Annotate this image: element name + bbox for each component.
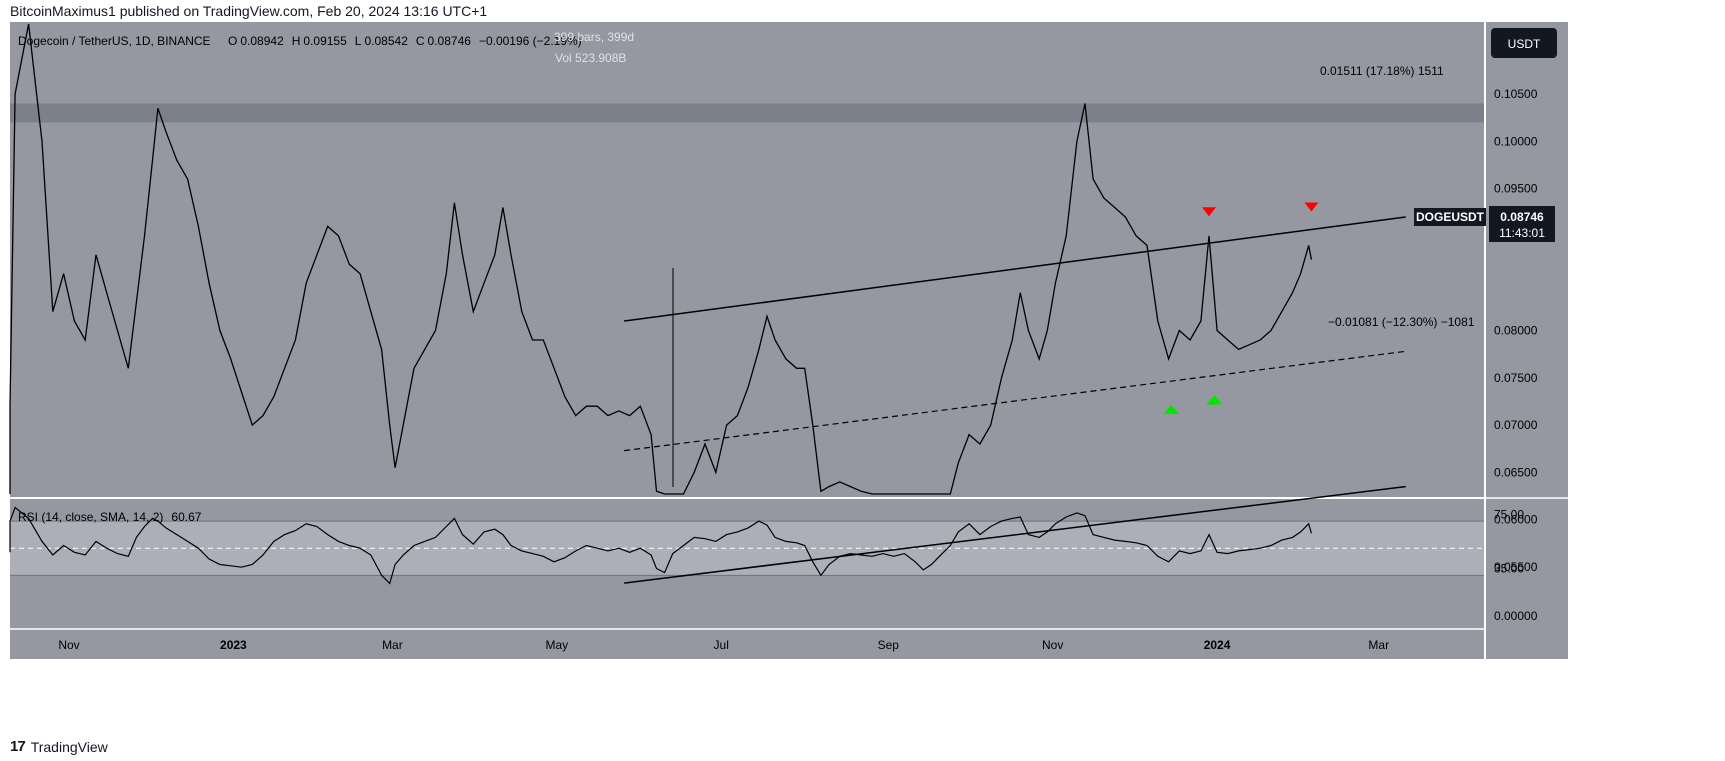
channel-middle-line[interactable] xyxy=(624,350,1406,452)
volume-info: Vol 523.908B xyxy=(555,51,626,65)
currency-button-label: USDT xyxy=(1508,37,1541,51)
time-tick-label-5: Jul xyxy=(714,638,729,652)
channel-lower-line[interactable] xyxy=(624,485,1406,584)
price-series-line xyxy=(9,23,1313,495)
price-tick-label-3: 0.09500 xyxy=(1494,182,1538,196)
price-tick-label-5: 0.08000 xyxy=(1494,324,1538,338)
time-tick-label-2: 2023 xyxy=(220,638,247,652)
last-price: 0.08746 xyxy=(1500,210,1544,224)
buy-signal-arrow-2 xyxy=(1206,395,1223,405)
bars-info: 399 bars, 399d xyxy=(554,30,634,44)
channel-upper-line[interactable] xyxy=(624,216,1406,322)
measure-up-label: 0.01511 (17.18%) 1511 xyxy=(1320,64,1444,78)
resistance-zone xyxy=(10,103,1484,123)
rsi-legend[interactable]: RSI (14, close, SMA, 14, 2) 60.67 xyxy=(18,510,202,524)
measure-down-label: −0.01081 (−12.30%) −1081 xyxy=(1328,315,1475,329)
time-tick-label-3: Mar xyxy=(382,638,403,652)
ohlc-values: O 0.08942 H 0.09155 L 0.08542 C 0.08746 −0.00196… xyxy=(228,34,582,48)
price-tick-label-2: 0.10000 xyxy=(1494,134,1538,148)
footer: 17 TradingView xyxy=(10,738,108,755)
time-tick-label-1: Nov xyxy=(58,638,79,652)
price-tick-label-8: 0.06500 xyxy=(1494,465,1538,479)
rsi-tick-label-2: 35.00 xyxy=(1494,562,1524,576)
price-tick-label-10: 0.05500 xyxy=(1494,560,1538,574)
price-tick-label-1: 0.10500 xyxy=(1494,87,1538,101)
rsi-series-line xyxy=(9,506,1312,585)
price-axis[interactable] xyxy=(1486,22,1568,659)
time-tick-label-7: Nov xyxy=(1042,638,1063,652)
signal-arrows xyxy=(1163,202,1319,415)
last-price-tag xyxy=(1489,206,1555,242)
symbol-tag xyxy=(1414,208,1486,226)
footer-brand: TradingView xyxy=(30,738,108,755)
price-tick-label-7: 0.07000 xyxy=(1494,418,1538,432)
time-tick-label-6: Sep xyxy=(878,638,900,652)
publish-bar: BitcoinMaximus1 published on TradingView… xyxy=(0,0,1725,22)
price-tick-label-9: 0.06000 xyxy=(1494,513,1538,527)
bar-countdown: 11:43:01 xyxy=(1499,226,1545,240)
time-axis-ticks: Nov 2023 Mar May Jul Sep Nov 2024 Mar xyxy=(58,638,1389,652)
rsi-tick-label-3: 0.00000 xyxy=(1494,609,1538,623)
time-tick-label-9: Mar xyxy=(1368,638,1389,652)
currency-button[interactable] xyxy=(1491,28,1557,58)
tradingview-logo-icon: 17 xyxy=(10,738,26,755)
symbol-title[interactable]: Dogecoin / TetherUS, 1D, BINANCE xyxy=(18,34,211,48)
price-tick-label-6: 0.07500 xyxy=(1494,371,1538,385)
price-pane[interactable] xyxy=(10,22,1484,497)
buy-signal-arrow-1 xyxy=(1163,405,1180,415)
time-axis[interactable] xyxy=(10,629,1484,659)
sell-signal-arrow-1 xyxy=(1201,207,1216,217)
publish-info: BitcoinMaximus1 published on TradingView… xyxy=(10,3,488,19)
time-tick-label-8: 2024 xyxy=(1204,638,1231,652)
time-tick-label-4: May xyxy=(545,638,568,652)
rsi-axis-ticks: 75.00 35.00 0.00000 xyxy=(1494,507,1538,623)
symbol-tag-label: DOGEUSDT xyxy=(1416,210,1485,224)
sell-signal-arrow-2 xyxy=(1304,202,1319,212)
rsi-tick-label-1: 75.00 xyxy=(1494,507,1524,521)
